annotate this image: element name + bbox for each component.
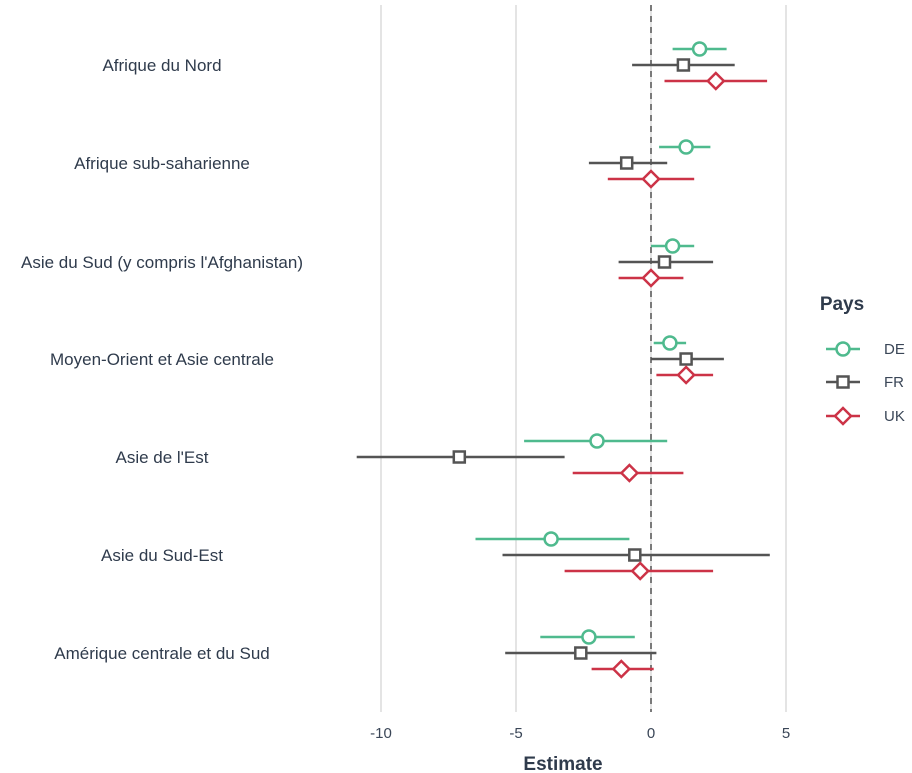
point-marker	[619, 463, 640, 483]
point-marker	[543, 531, 559, 547]
legend-title: Pays	[820, 294, 864, 315]
point-marker	[657, 255, 672, 269]
point-marker	[676, 365, 696, 385]
point-marker	[678, 139, 694, 155]
point-marker	[628, 548, 642, 562]
category-label: Asie du Sud-Est	[101, 546, 223, 565]
legend-item-fr: FR	[826, 374, 904, 391]
x-axis-title: Estimate	[523, 754, 602, 773]
point-marker	[676, 58, 691, 72]
point-marker	[619, 156, 634, 170]
x-tick-label: -10	[370, 725, 392, 742]
category-label: Afrique du Nord	[102, 56, 221, 75]
series-uk	[564, 71, 768, 679]
series-layer	[356, 41, 770, 679]
category-labels: Afrique du Nord Afrique sub-saharienne Asi…	[21, 56, 303, 663]
point-marker	[589, 433, 605, 449]
category-label: Amérique centrale et du Sud	[54, 644, 269, 663]
series-de	[475, 41, 727, 645]
legend-items: DE FR UK	[826, 341, 905, 426]
legend-key-marker	[836, 375, 850, 389]
point-marker	[662, 335, 678, 351]
category-label: Afrique sub-saharienne	[74, 154, 250, 173]
category-label: Asie de l'Est	[115, 448, 208, 467]
legend-label: FR	[884, 374, 904, 391]
legend-key-marker	[833, 406, 853, 426]
category-label: Asie du Sud (y compris l'Afghanistan)	[21, 253, 303, 272]
legend-label: UK	[884, 408, 905, 425]
point-marker	[611, 659, 632, 679]
point-marker	[641, 169, 661, 189]
grid-layer	[380, 5, 787, 712]
point-marker	[581, 629, 597, 645]
point-marker	[691, 41, 708, 57]
point-marker	[706, 71, 726, 91]
x-tick-label: 0	[647, 725, 655, 742]
point-marker	[679, 352, 693, 366]
legend: Pays DE FR UK	[820, 294, 905, 426]
legend-label: DE	[884, 341, 905, 358]
legend-item-de: DE	[826, 341, 905, 358]
x-tick-label: 5	[782, 725, 790, 742]
legend-key-marker	[835, 341, 851, 357]
point-marker	[664, 238, 681, 254]
point-marker	[630, 561, 650, 581]
point-marker	[641, 268, 661, 288]
point-marker	[452, 450, 467, 464]
series-fr	[356, 58, 770, 660]
x-tick-labels: -10 -5 0 5	[370, 725, 790, 742]
x-tick-label: -5	[509, 725, 522, 742]
point-marker	[574, 646, 588, 660]
legend-item-uk: UK	[826, 406, 905, 426]
category-label: Moyen-Orient et Asie centrale	[50, 350, 274, 369]
